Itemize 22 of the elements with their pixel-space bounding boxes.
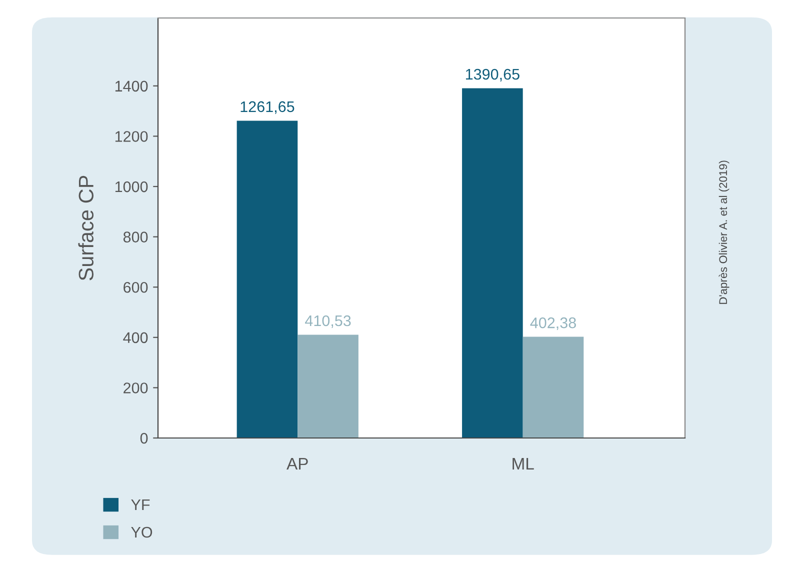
data-label: 1261,65: [240, 101, 294, 114]
y-tick-label: 400: [123, 332, 148, 344]
y-tick-label: 1200: [115, 131, 148, 142]
bar: [462, 88, 523, 438]
bar: [236, 120, 298, 438]
text: D'après Olivier A. et al (2019): [718, 160, 730, 304]
y-axis-title: Surface CP: [78, 176, 94, 280]
y-tick-label: 600: [124, 282, 148, 293]
bar: [298, 334, 358, 438]
y-tick-label: 800: [123, 232, 148, 242]
data-label: 402,38: [530, 317, 576, 330]
data-label: 410,53: [305, 315, 351, 328]
legend-label: YF: [131, 500, 150, 510]
legend-label: YO: [131, 526, 152, 538]
y-tick-label: 0: [140, 432, 148, 444]
x-tick-label: ML: [512, 458, 534, 470]
bar: [522, 336, 584, 438]
y-tick-label: 1400: [115, 80, 148, 92]
data-label: 1390,65: [466, 68, 520, 82]
y-tick-label: 200: [124, 382, 148, 394]
x-tick-label: AP: [286, 458, 308, 470]
y-tick-label: 1000: [115, 181, 148, 192]
